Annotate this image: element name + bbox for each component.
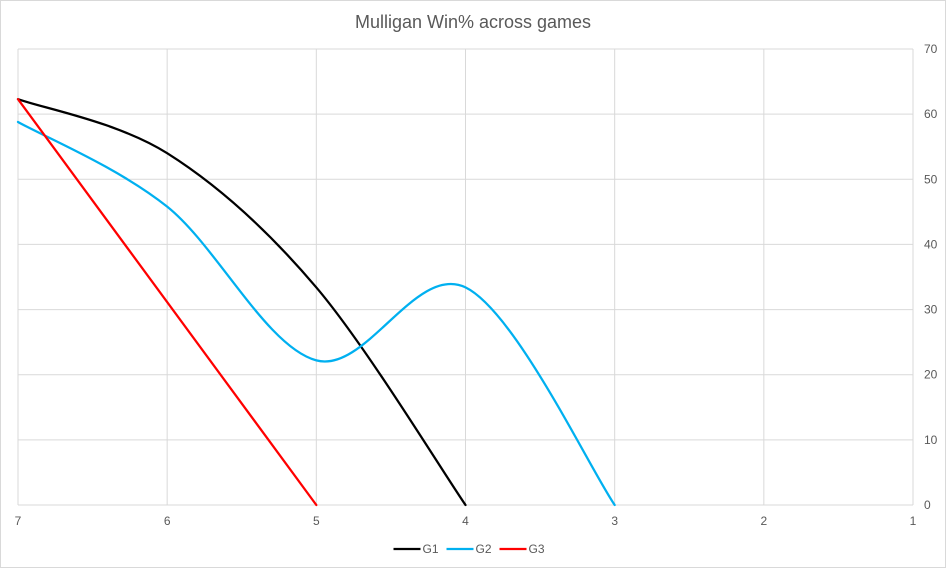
y-tick-label: 30: [924, 303, 938, 317]
x-tick-label: 5: [313, 514, 320, 528]
y-tick-label: 10: [924, 433, 938, 447]
y-tick-label: 0: [924, 498, 931, 512]
series-line-g1: [16, 98, 467, 507]
y-tick-label: 50: [924, 172, 938, 186]
series-line-g2: [16, 120, 616, 507]
legend-label-g3: G3: [529, 542, 545, 556]
x-axis-ticks: 7 6 5 4 3 2 1: [15, 514, 917, 528]
x-tick-label: 6: [164, 514, 171, 528]
y-tick-label: 20: [924, 368, 938, 382]
legend-label-g1: G1: [423, 542, 439, 556]
series-lines: [16, 98, 616, 507]
x-tick-label: 4: [462, 514, 469, 528]
y-tick-label: 40: [924, 237, 938, 251]
y-axis-ticks: 0 10 20 30 40 50 60 70: [924, 42, 938, 512]
series-line-g3: [16, 98, 318, 507]
x-tick-label: 3: [611, 514, 618, 528]
legend: G1 G2 G3: [393, 542, 545, 556]
y-tick-label: 70: [924, 42, 938, 56]
chart-title: Mulligan Win% across games: [355, 12, 591, 32]
x-tick-label: 2: [760, 514, 767, 528]
x-tick-label: 7: [15, 514, 22, 528]
legend-label-g2: G2: [476, 542, 492, 556]
y-tick-label: 60: [924, 107, 938, 121]
x-tick-label: 1: [910, 514, 917, 528]
grid: [17, 48, 914, 506]
